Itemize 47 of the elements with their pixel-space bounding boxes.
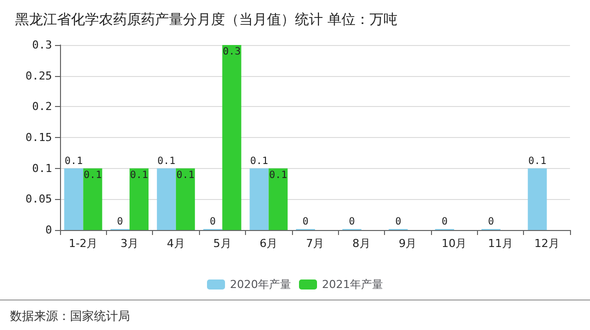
- y-tick-label: 0.15: [26, 131, 52, 144]
- x-tick-label: 9月: [398, 237, 417, 250]
- bar: [528, 168, 547, 230]
- x-tick-label: 7月: [306, 237, 324, 250]
- bar: [268, 168, 288, 230]
- x-tick-label: 6月: [260, 237, 278, 250]
- x-tick-label: 10月: [442, 237, 467, 250]
- y-tick-label: 0: [45, 224, 52, 236]
- legend-label: 2020年产量: [230, 278, 292, 291]
- bar: [222, 45, 242, 230]
- legend-label: 2021年产量: [322, 278, 383, 291]
- data-label: 0: [348, 216, 355, 228]
- x-tick-label: 8月: [352, 237, 370, 250]
- x-tick-label: 3月: [120, 237, 139, 250]
- data-label: 0.3: [222, 46, 241, 58]
- x-tick-label: 12月: [534, 237, 560, 250]
- data-label: 0.1: [269, 170, 288, 181]
- y-tick-label: 0.3: [32, 38, 52, 52]
- y-tick-label: 0.25: [26, 69, 52, 82]
- bar: [64, 168, 84, 230]
- bar: [130, 168, 149, 230]
- bar: [156, 168, 176, 230]
- x-tick-label: 11月: [488, 237, 513, 250]
- data-label: 0.1: [250, 156, 268, 167]
- data-label: 0: [395, 216, 402, 228]
- data-label: 0: [442, 216, 448, 228]
- data-label: 0.1: [130, 170, 148, 181]
- bar: [83, 168, 102, 230]
- bar: [176, 168, 195, 230]
- x-tick-label: 1-2月: [68, 237, 98, 250]
- y-tick-label: 0.05: [26, 192, 52, 206]
- x-tick-label: 5月: [213, 237, 232, 250]
- source-note: 数据来源：国家统计局: [10, 309, 130, 323]
- data-label: 0: [117, 216, 124, 228]
- data-label: 0.1: [64, 156, 83, 167]
- bar: [250, 168, 269, 230]
- data-label: 0: [210, 216, 216, 228]
- data-label: 0.1: [528, 156, 546, 167]
- x-tick-label: 4月: [166, 237, 185, 250]
- data-label: 0.1: [176, 170, 194, 181]
- data-label: 0.1: [84, 170, 102, 181]
- chart-title: 黑龙江省化学农药原药产量分月度（当月值）统计 单位：万吨: [15, 12, 398, 28]
- data-label: 0.1: [157, 156, 176, 167]
- y-tick-label: 0.2: [32, 100, 52, 114]
- y-tick-label: 0.1: [32, 162, 52, 175]
- data-label: 0: [302, 216, 309, 228]
- data-label: 0: [488, 216, 494, 228]
